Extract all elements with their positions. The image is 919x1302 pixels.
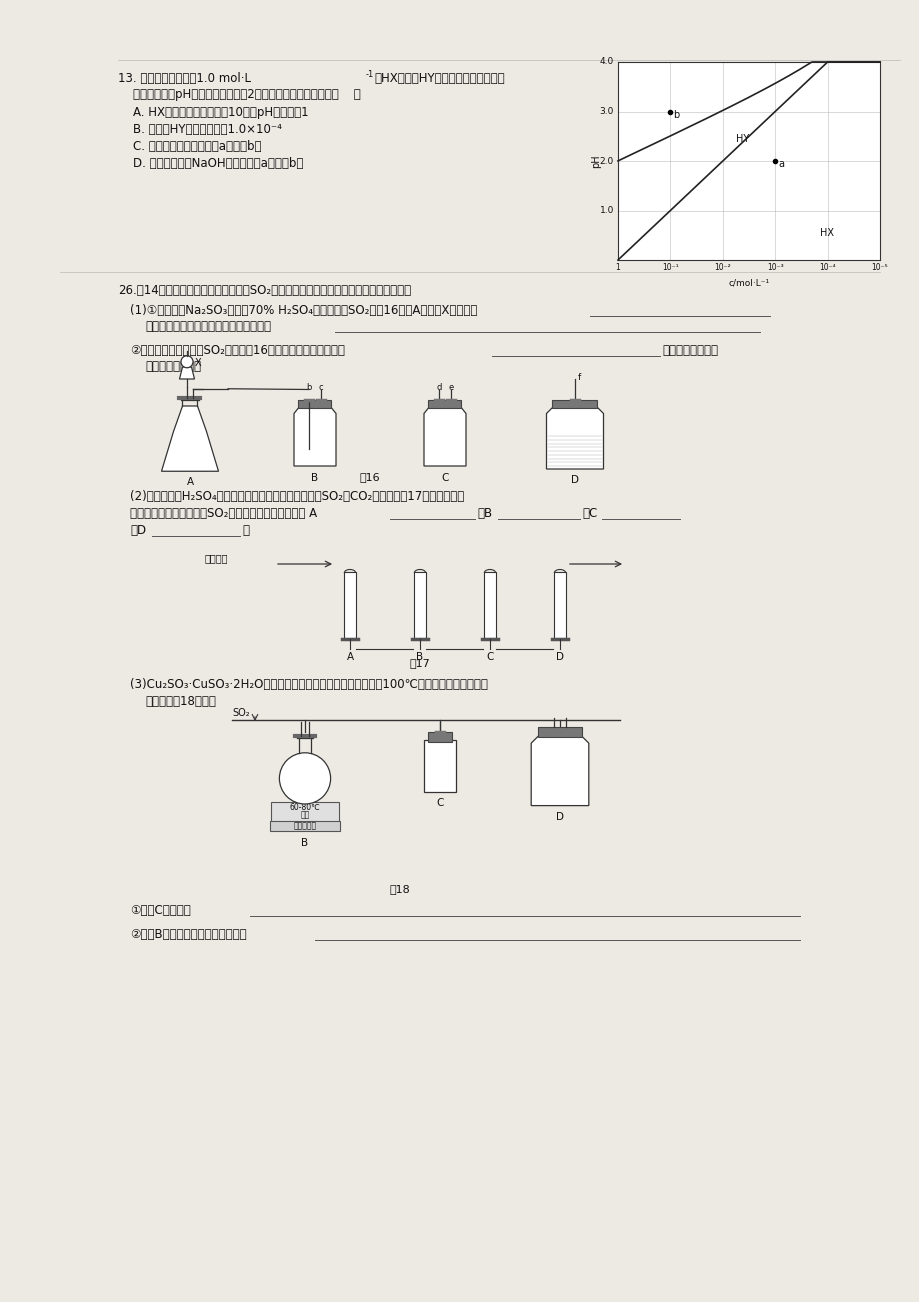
Text: X: X xyxy=(194,358,201,368)
Text: ②装置B中发生反应的离子方程式为: ②装置B中发生反应的离子方程式为 xyxy=(130,928,246,941)
Polygon shape xyxy=(530,736,588,806)
Text: 1.0: 1.0 xyxy=(599,206,613,215)
Text: C: C xyxy=(436,798,443,809)
Text: 10% CuSO₄: 10% CuSO₄ xyxy=(283,767,326,776)
Bar xyxy=(271,802,338,822)
Text: 10⁻²: 10⁻² xyxy=(714,263,731,272)
Text: 水浴: 水浴 xyxy=(300,811,310,820)
Text: (3)Cu₂SO₃·CuSO₃·2H₂O是一种深红色固体，不溶于水和乙醇，100℃时发生分解，其制备实: (3)Cu₂SO₃·CuSO₃·2H₂O是一种深红色固体，不溶于水和乙醇，100… xyxy=(130,678,487,691)
Text: SO₂: SO₂ xyxy=(232,708,249,717)
Bar xyxy=(414,608,425,638)
Bar xyxy=(552,400,596,408)
Text: ①装置C的作用是: ①装置C的作用是 xyxy=(130,904,190,917)
Bar xyxy=(345,608,355,638)
Text: 图16: 图16 xyxy=(359,473,380,482)
Bar xyxy=(344,572,356,638)
Text: 26.（14分）某化学小组在实验室中对SO₂的性质进行探究和物质制取。回答下列问题：: 26.（14分）某化学小组在实验室中对SO₂的性质进行探究和物质制取。回答下列问… xyxy=(118,284,411,297)
Text: A: A xyxy=(187,478,193,487)
Text: 1: 1 xyxy=(615,263,619,272)
Circle shape xyxy=(181,355,193,367)
Bar xyxy=(298,400,331,408)
Text: 磁力搓拌器: 磁力搓拌器 xyxy=(293,822,316,831)
Circle shape xyxy=(279,753,330,805)
Bar xyxy=(428,400,461,408)
Text: C: C xyxy=(486,652,494,663)
Text: a: a xyxy=(777,159,783,169)
Bar xyxy=(427,732,451,742)
Text: 10⁻⁴: 10⁻⁴ xyxy=(819,263,835,272)
Text: HX: HX xyxy=(819,228,834,238)
Text: 验装置如图18所示。: 验装置如图18所示。 xyxy=(145,695,216,708)
Text: b: b xyxy=(306,383,312,392)
Text: 浓硫酸: 浓硫酸 xyxy=(307,444,323,453)
Text: f: f xyxy=(577,372,581,381)
Text: 验混合气体中存在乙烯和SO₂，则装置中盛放的试剂是 A: 验混合气体中存在乙烯和SO₂，则装置中盛放的试剂是 A xyxy=(130,506,317,519)
Bar xyxy=(531,768,587,805)
Bar xyxy=(553,572,565,638)
Text: 10⁻⁵: 10⁻⁵ xyxy=(870,263,888,272)
Text: 10⁻¹: 10⁻¹ xyxy=(662,263,678,272)
Text: 2.0: 2.0 xyxy=(599,156,613,165)
Bar xyxy=(269,820,340,831)
Text: ；用较浓的硫酸而不用稀硫酸，其原因是: ；用较浓的硫酸而不用稀硫酸，其原因是 xyxy=(145,320,271,333)
Polygon shape xyxy=(424,406,466,466)
Polygon shape xyxy=(179,367,194,379)
Text: e: e xyxy=(448,383,453,392)
Bar xyxy=(484,608,494,638)
Text: (1)①学生甲以Na₂SO₃粉末和70% H₂SO₄为原料制取SO₂，图16装置A中付器X的名称是: (1)①学生甲以Na₂SO₃粉末和70% H₂SO₄为原料制取SO₂，图16装置… xyxy=(130,303,477,316)
Text: ，D: ，D xyxy=(130,523,146,536)
Text: D: D xyxy=(555,652,563,663)
Text: ，B: ，B xyxy=(476,506,492,519)
Text: 图17: 图17 xyxy=(409,658,430,668)
Circle shape xyxy=(280,754,329,802)
Text: 13. 常温下，浓度均为1.0 mol·L: 13. 常温下，浓度均为1.0 mol·L xyxy=(118,72,251,85)
Text: pH: pH xyxy=(590,154,600,168)
Bar xyxy=(537,728,582,737)
Text: NaOH溶液: NaOH溶液 xyxy=(541,777,578,786)
Text: 图18: 图18 xyxy=(390,884,410,894)
Text: B. 常温下HY的电离常数为1.0×10⁻⁴: B. 常温下HY的电离常数为1.0×10⁻⁴ xyxy=(133,122,281,135)
Bar xyxy=(414,572,425,638)
Text: D. 消耗同浓度的NaOH溶液体积：a点大于b点: D. 消耗同浓度的NaOH溶液体积：a点大于b点 xyxy=(133,158,303,171)
Text: -1: -1 xyxy=(366,70,374,79)
Text: D: D xyxy=(555,812,563,822)
Text: A: A xyxy=(346,652,353,663)
Text: HY: HY xyxy=(735,134,749,143)
Text: 3.0: 3.0 xyxy=(599,107,613,116)
Polygon shape xyxy=(162,406,219,471)
Bar xyxy=(554,608,564,638)
Text: 小写字母表示）。: 小写字母表示）。 xyxy=(145,359,200,372)
Text: B: B xyxy=(416,652,423,663)
Bar xyxy=(483,572,495,638)
Text: 10⁻³: 10⁻³ xyxy=(766,263,783,272)
Text: A. HX是强酸，溶液每稀释10倍，pH始终增劧1: A. HX是强酸，溶液每稀释10倍，pH始终增劧1 xyxy=(133,105,308,118)
Text: 稀释后溶液的pH随浓度的变化如图2所示，下列叙述正确的是（    ）: 稀释后溶液的pH随浓度的变化如图2所示，下列叙述正确的是（ ） xyxy=(133,89,360,102)
Text: 4.0: 4.0 xyxy=(599,57,613,66)
Text: C. 溶液中水的电离程度：a点大于b点: C. 溶液中水的电离程度：a点大于b点 xyxy=(133,141,261,154)
Bar xyxy=(294,439,335,465)
Bar xyxy=(618,62,879,260)
Text: B: B xyxy=(301,838,308,849)
Polygon shape xyxy=(162,466,219,471)
Text: C: C xyxy=(441,473,448,483)
Text: ②现欲收集一瓶干燥的SO₂，选择图16中的装置，其连接顺序为: ②现欲收集一瓶干燥的SO₂，选择图16中的装置，其连接顺序为 xyxy=(130,344,345,357)
Bar xyxy=(547,435,602,469)
Text: c: c xyxy=(318,383,323,392)
Text: 。: 。 xyxy=(242,523,249,536)
Bar xyxy=(424,740,456,792)
Text: 的HX溶液、HY溶液，分别加水稀释，: 的HX溶液、HY溶液，分别加水稀释， xyxy=(374,72,505,85)
Text: （按气流方向，用: （按气流方向，用 xyxy=(662,344,717,357)
Text: 溶液: 溶液 xyxy=(300,776,310,785)
Polygon shape xyxy=(294,406,335,466)
Text: D: D xyxy=(571,475,578,486)
Text: B: B xyxy=(312,473,318,483)
Text: b: b xyxy=(673,109,679,120)
Polygon shape xyxy=(546,406,603,469)
Text: (2)学生乙用浓H₂SO₄和乙醇反应得到的乙烯气体中含有SO₂、CO₂。现选择图17中的装置，检: (2)学生乙用浓H₂SO₄和乙醇反应得到的乙烯气体中含有SO₂、CO₂。现选择图… xyxy=(130,490,464,503)
Text: c/mol·L⁻¹: c/mol·L⁻¹ xyxy=(728,279,768,286)
Text: d: d xyxy=(436,383,441,392)
Text: 混合气体: 混合气体 xyxy=(205,553,228,562)
Text: 60-80℃: 60-80℃ xyxy=(289,803,320,812)
Text: ，C: ，C xyxy=(582,506,596,519)
